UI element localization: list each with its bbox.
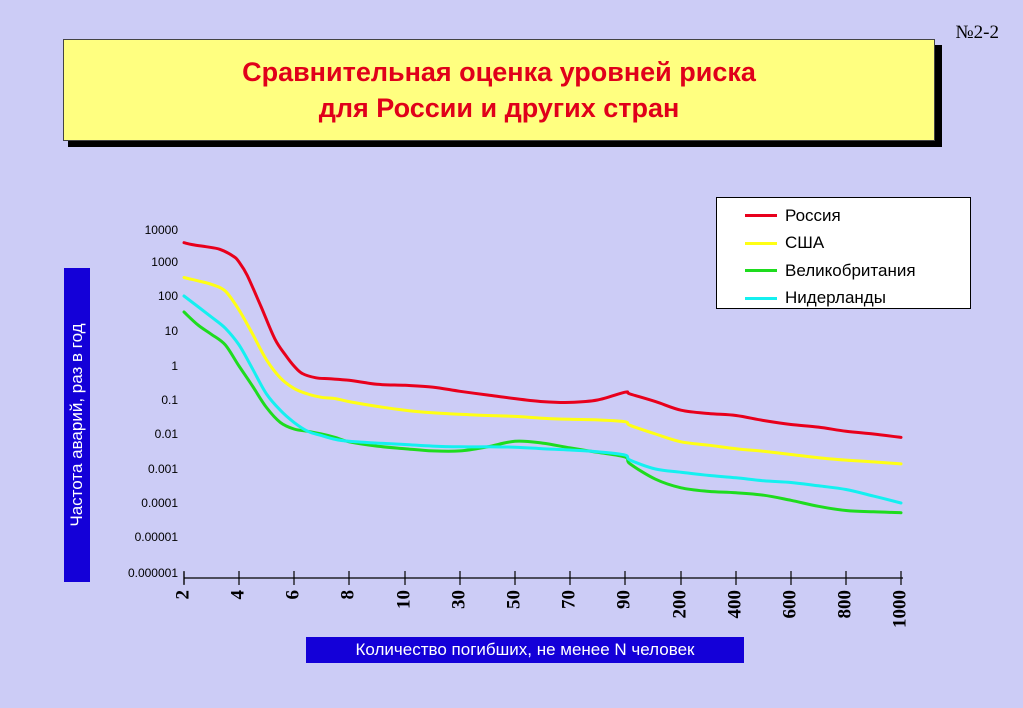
legend-label: Великобритания xyxy=(785,260,916,280)
x-tick-label: 800 xyxy=(834,590,855,619)
y-tick-label: 0.000001 xyxy=(128,566,178,580)
x-tick-label: 70 xyxy=(558,590,579,609)
x-tick-label: 1000 xyxy=(889,590,910,628)
title-line-2: для России и других стран xyxy=(318,93,680,123)
title-line-1: Сравнительная оценка уровней риска xyxy=(242,57,756,87)
y-tick-label: 1 xyxy=(171,359,178,373)
x-tick-label: 50 xyxy=(503,590,524,609)
y-axis-label: Частота аварий, раз в год xyxy=(67,323,86,527)
y-tick-label: 1000 xyxy=(151,255,178,269)
legend-swatch xyxy=(745,214,777,218)
chart-axes: 10000 1000 100 10 1 0.1 0.01 0.001 0.0001 0.00001… xyxy=(128,223,910,628)
x-tick-label: 8 xyxy=(337,590,358,600)
legend-swatch xyxy=(745,241,777,245)
title-box: Сравнительная оценка уровней риска для Р… xyxy=(63,39,935,141)
legend-swatch xyxy=(745,269,777,273)
series-line-netherlands xyxy=(182,294,903,505)
slide-number: №2-2 xyxy=(955,22,999,43)
x-tick-label: 6 xyxy=(282,590,303,600)
legend-label: США xyxy=(785,233,825,253)
y-tick-label: 10000 xyxy=(145,223,179,237)
y-tick-label: 0.0001 xyxy=(141,496,178,510)
y-tick-label: 0.1 xyxy=(161,393,178,407)
y-tick-label: 10 xyxy=(165,324,179,338)
y-tick-label: 100 xyxy=(158,289,178,303)
y-axis-label-box: Частота аварий, раз в год xyxy=(64,268,90,582)
x-tick-label: 200 xyxy=(669,590,690,619)
legend-entry-usa: США xyxy=(745,230,970,258)
y-tick-label: 0.00001 xyxy=(135,530,179,544)
legend-entry-netherlands: Нидерланды xyxy=(745,285,970,313)
series-line-uk xyxy=(182,310,903,515)
series-line-russia xyxy=(182,241,903,439)
series-line-usa xyxy=(182,276,903,466)
legend-label: Россия xyxy=(785,205,841,225)
chart-legend: Россия США Великобритания Нидерланды xyxy=(716,197,971,309)
legend-entry-russia: Россия xyxy=(745,202,970,230)
legend-label: Нидерланды xyxy=(785,288,886,308)
x-tick-label: 90 xyxy=(613,590,634,609)
y-tick-label: 0.01 xyxy=(155,427,179,441)
chart-series xyxy=(182,241,903,515)
x-tick-label: 2 xyxy=(172,590,193,600)
x-tick-label: 10 xyxy=(393,590,414,609)
legend-entry-uk: Великобритания xyxy=(745,257,970,285)
y-tick-label: 0.001 xyxy=(148,462,178,476)
x-tick-label: 400 xyxy=(724,590,745,619)
x-tick-label: 4 xyxy=(227,590,248,600)
x-tick-label: 600 xyxy=(779,590,800,619)
legend-swatch xyxy=(745,296,777,300)
x-axis-label: Количество погибших, не менее N человек xyxy=(306,637,744,663)
x-tick-label: 30 xyxy=(448,590,469,609)
